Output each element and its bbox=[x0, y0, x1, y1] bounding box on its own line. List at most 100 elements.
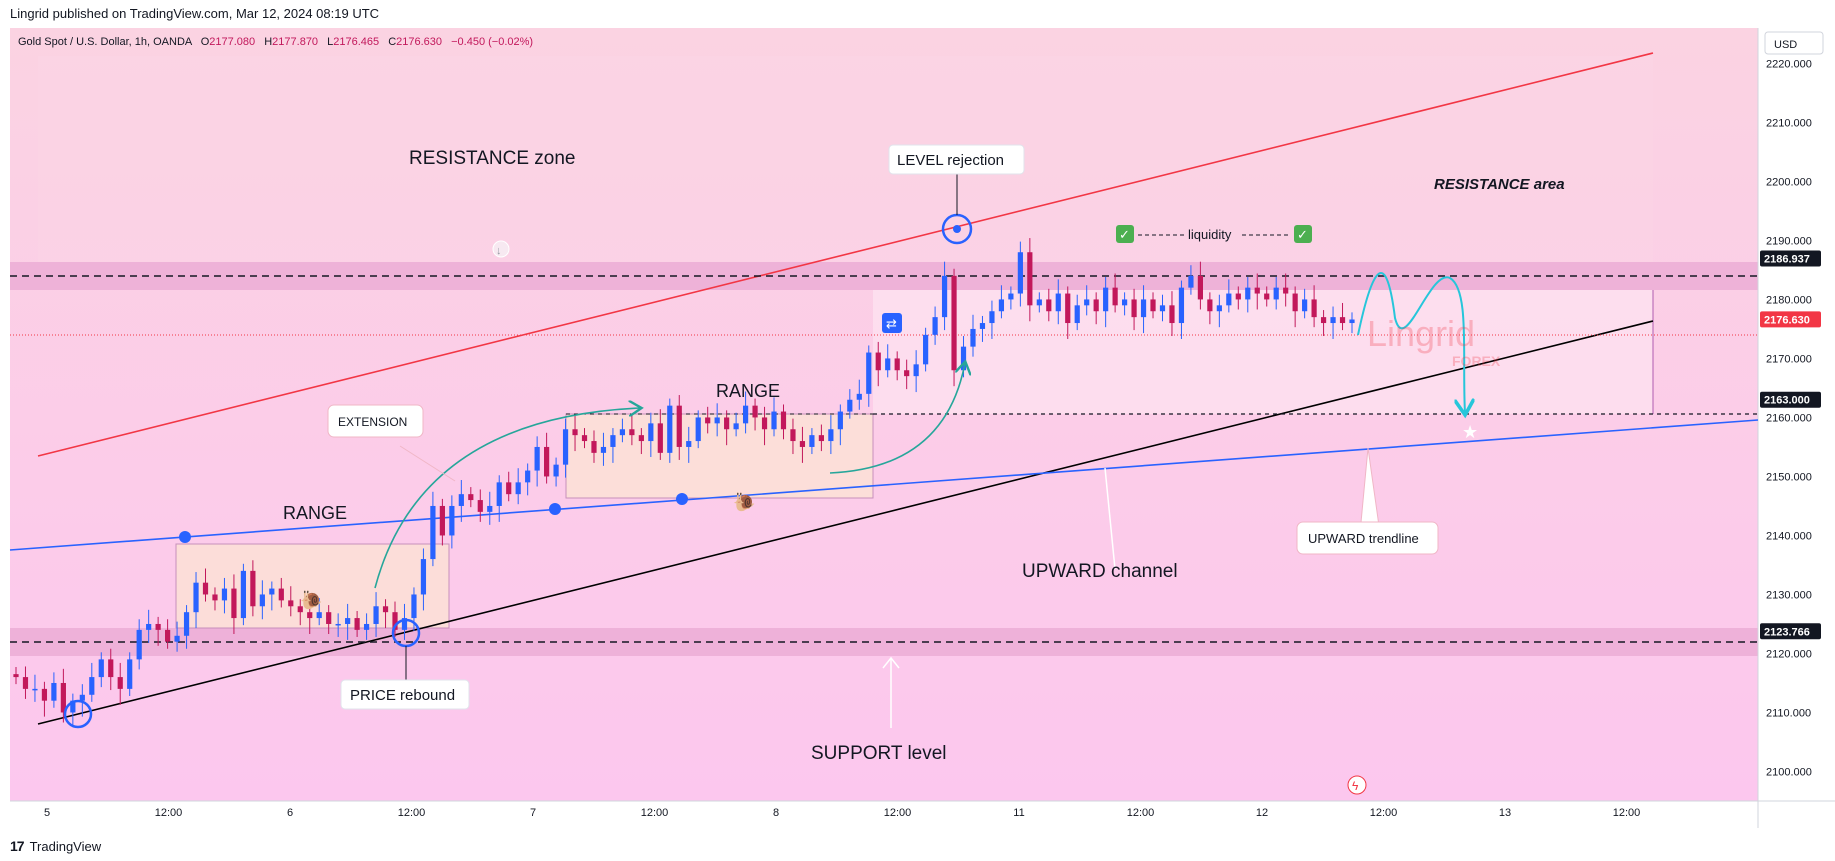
candle-body bbox=[326, 612, 332, 624]
svg-text:PRICE rebound: PRICE rebound bbox=[350, 687, 455, 704]
candle-body bbox=[382, 606, 389, 613]
upward-trendline-callout[interactable]: UPWARD trendline bbox=[1296, 521, 1439, 555]
candle-body bbox=[913, 364, 919, 377]
price-rebound-callout[interactable]: PRICE rebound bbox=[340, 679, 470, 710]
time-tick-label: 11 bbox=[1013, 807, 1024, 819]
candle-body bbox=[212, 594, 218, 601]
candle-body bbox=[174, 635, 180, 642]
candle-body bbox=[610, 435, 616, 447]
snail-icon-2: 🐌 bbox=[733, 492, 755, 512]
candle-body bbox=[960, 346, 967, 371]
candle-body bbox=[98, 659, 104, 678]
svg-text:EXTENSION: EXTENSION bbox=[338, 415, 407, 429]
candle-body bbox=[221, 588, 228, 601]
candle-body bbox=[591, 441, 597, 453]
candle-body bbox=[989, 311, 995, 324]
price-tick-label: 2200.000 bbox=[1766, 176, 1812, 188]
candles bbox=[13, 238, 1355, 726]
candle-body bbox=[1027, 252, 1033, 306]
candle-body bbox=[1226, 293, 1232, 306]
candle-body bbox=[1046, 299, 1052, 312]
candle-body bbox=[837, 411, 843, 430]
svg-text:✓: ✓ bbox=[1119, 227, 1130, 242]
candle-body bbox=[828, 429, 834, 442]
candle-body bbox=[1103, 287, 1109, 312]
trendline-anchor-3[interactable] bbox=[676, 493, 688, 505]
svg-text:2123.766: 2123.766 bbox=[1764, 626, 1810, 638]
resistance-area-box bbox=[873, 290, 1653, 414]
lower-channel-line[interactable] bbox=[37, 320, 1654, 725]
trendline-anchor-2[interactable] bbox=[549, 503, 561, 515]
extension-callout[interactable]: EXTENSION bbox=[327, 404, 424, 438]
brand-name: TradingView bbox=[29, 838, 102, 854]
candle-body bbox=[193, 582, 199, 613]
channel-pointer bbox=[1104, 467, 1116, 570]
candle-body bbox=[32, 688, 38, 691]
price-tick-label: 2160.000 bbox=[1766, 412, 1812, 424]
candle-body bbox=[951, 275, 957, 371]
candle-body bbox=[742, 405, 749, 424]
candle-body bbox=[856, 393, 862, 400]
candle-body bbox=[1311, 299, 1317, 318]
candle-body bbox=[923, 334, 929, 365]
candle-body bbox=[932, 317, 938, 335]
liquidity-annotation: ✓ liquidity ✓ bbox=[1116, 225, 1312, 243]
projection-arrow[interactable] bbox=[1357, 272, 1465, 413]
candle-body bbox=[1055, 293, 1061, 312]
price-axis-label: 2176.630 bbox=[1760, 311, 1821, 328]
upward-trendline[interactable] bbox=[9, 419, 1759, 551]
candle-body bbox=[638, 435, 644, 442]
price-tick-label: 2140.000 bbox=[1766, 530, 1812, 542]
price-chart[interactable]: USD 2220.000 2210.000 2200.000 2190.000 2180… bbox=[0, 28, 1835, 828]
candle-body bbox=[1093, 299, 1099, 312]
shuffle-icon[interactable]: ⇄ bbox=[882, 313, 902, 333]
candle-body bbox=[60, 682, 66, 713]
time-tick-label: 12:00 bbox=[155, 807, 183, 819]
candle-body bbox=[240, 570, 247, 619]
candle-body bbox=[1197, 275, 1203, 300]
price-axis-label: 2123.766 bbox=[1760, 623, 1821, 640]
candle-body bbox=[117, 677, 123, 689]
time-tick-label: 12:00 bbox=[884, 807, 912, 819]
candle-body bbox=[515, 482, 521, 495]
candle-body bbox=[477, 500, 483, 512]
candle-body bbox=[259, 594, 265, 607]
trendline-anchor-1[interactable] bbox=[179, 531, 191, 543]
svg-text:2176.630: 2176.630 bbox=[1764, 314, 1810, 326]
svg-text:liquidity: liquidity bbox=[1188, 227, 1232, 242]
candle-body bbox=[127, 659, 133, 689]
resistance-zone-band bbox=[10, 262, 1758, 290]
candle-body bbox=[202, 582, 209, 595]
candle-body bbox=[411, 594, 417, 619]
time-tick-label: 12 bbox=[1256, 807, 1268, 819]
candle-body bbox=[278, 588, 284, 601]
support-level-label: SUPPORT level bbox=[811, 743, 947, 764]
candle-body bbox=[714, 417, 720, 424]
candle-body bbox=[761, 417, 768, 430]
candle-body bbox=[51, 682, 57, 701]
price-tick-label: 2180.000 bbox=[1766, 294, 1812, 306]
candle-body bbox=[629, 429, 635, 436]
upper-channel-line[interactable] bbox=[37, 52, 1654, 457]
candle-body bbox=[998, 299, 1005, 312]
time-tick-label: 12:00 bbox=[1127, 807, 1155, 819]
candle-body bbox=[657, 423, 663, 453]
candle-body bbox=[1330, 317, 1336, 324]
level-rejection-callout[interactable]: LEVEL rejection bbox=[888, 144, 1025, 175]
price-tick-label: 2210.000 bbox=[1766, 117, 1812, 129]
candle-body bbox=[1349, 319, 1355, 324]
svg-text:Gold Spot / U.S. Dollar, 1h, O: Gold Spot / U.S. Dollar, 1h, OANDA O2177… bbox=[18, 36, 533, 48]
tradingview-footer[interactable]: 17 TradingView bbox=[10, 831, 101, 861]
candle-body bbox=[288, 600, 294, 607]
candle-body bbox=[648, 423, 654, 442]
candle-body bbox=[875, 352, 881, 371]
candle-body bbox=[487, 505, 493, 512]
price-tick-label: 2120.000 bbox=[1766, 648, 1812, 660]
price-tick-label: 2170.000 bbox=[1766, 353, 1812, 365]
candle-body bbox=[345, 618, 351, 624]
currency-badge[interactable]: USD bbox=[1764, 31, 1824, 55]
support-pointer-head bbox=[882, 656, 900, 669]
lightning-icon[interactable]: ϟ bbox=[1347, 775, 1367, 795]
candle-body bbox=[1207, 299, 1213, 312]
alert-down-icon[interactable]: ↓ bbox=[492, 240, 510, 258]
